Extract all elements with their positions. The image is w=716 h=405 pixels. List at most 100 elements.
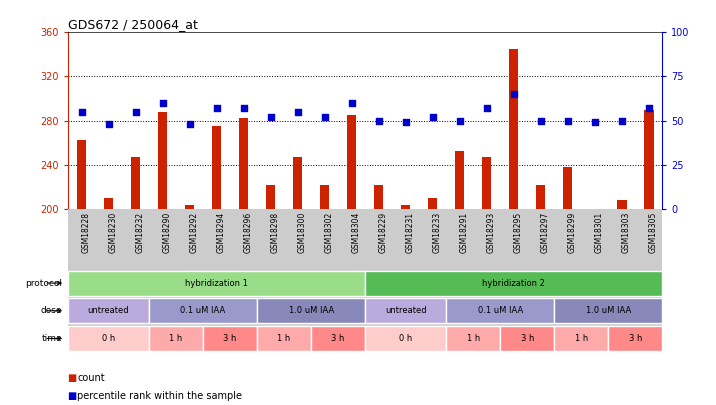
Text: GSM18297: GSM18297 [541,212,550,253]
Text: protocol: protocol [25,279,62,288]
Bar [347,115,357,209]
Text: 0.1 uM IAA: 0.1 uM IAA [180,306,226,315]
Point [211,105,223,111]
Bar [500,326,554,351]
Bar [563,167,573,209]
Point [103,121,115,127]
Text: GSM18233: GSM18233 [432,212,442,253]
Bar [68,326,149,351]
Text: GSM18294: GSM18294 [217,212,226,253]
Point [400,119,412,126]
Bar [374,185,383,209]
Bar [455,151,465,209]
Text: GSM18303: GSM18303 [621,212,631,253]
Text: GSM18305: GSM18305 [649,212,658,253]
Bar [509,49,518,209]
Point [319,114,330,120]
Point [616,117,627,124]
Bar [311,326,365,351]
Point [535,117,546,124]
Text: 3 h: 3 h [332,334,345,343]
Bar [68,298,149,323]
Bar [131,157,140,209]
Bar [104,198,113,209]
Text: hybridization 1: hybridization 1 [185,279,248,288]
Point [508,91,520,97]
Text: GSM18299: GSM18299 [568,212,577,253]
Text: 3 h: 3 h [629,334,642,343]
Text: ■: ■ [68,373,80,383]
Text: dose: dose [41,306,62,315]
Text: GDS672 / 250064_at: GDS672 / 250064_at [68,18,198,31]
Bar [554,298,662,323]
Point [481,105,493,111]
Bar [609,326,662,351]
Text: 1 h: 1 h [575,334,588,343]
Bar [365,271,662,296]
Text: GSM18229: GSM18229 [379,212,387,253]
Text: GSM18300: GSM18300 [298,212,306,253]
Point [643,105,654,111]
Bar [203,326,257,351]
Text: hybridization 2: hybridization 2 [483,279,545,288]
Bar [401,205,410,209]
Text: 1.0 uM IAA: 1.0 uM IAA [289,306,334,315]
Bar [428,198,437,209]
Text: GSM18298: GSM18298 [271,212,280,253]
Text: 1 h: 1 h [467,334,480,343]
Text: 0 h: 0 h [102,334,115,343]
Bar [365,326,446,351]
Text: GSM18292: GSM18292 [190,212,198,253]
Point [184,121,195,127]
Text: GSM18302: GSM18302 [324,212,334,253]
Text: GSM18304: GSM18304 [352,212,361,253]
Text: GSM18296: GSM18296 [243,212,253,253]
Text: untreated: untreated [88,306,130,315]
Bar [482,157,491,209]
Point [157,100,168,106]
Text: time: time [42,334,62,343]
Text: GSM18295: GSM18295 [514,212,523,253]
Text: GSM18293: GSM18293 [487,212,495,253]
Text: GSM18232: GSM18232 [135,212,145,253]
Point [265,114,276,120]
Text: 3 h: 3 h [223,334,237,343]
Text: GSM18230: GSM18230 [109,212,117,253]
Point [373,117,384,124]
Text: GSM18231: GSM18231 [406,212,415,253]
Bar [320,185,329,209]
Text: 1 h: 1 h [278,334,291,343]
Bar [239,118,248,209]
Text: GSM18301: GSM18301 [595,212,604,253]
Text: 1 h: 1 h [170,334,183,343]
Point [292,109,304,115]
Bar [257,298,365,323]
Bar [266,185,276,209]
Point [427,114,438,120]
Bar [617,200,626,209]
Text: 1.0 uM IAA: 1.0 uM IAA [586,306,631,315]
Text: count: count [77,373,105,383]
Point [76,109,87,115]
Text: untreated: untreated [385,306,427,315]
Bar [644,110,654,209]
Bar [158,112,168,209]
Point [346,100,357,106]
Bar [149,298,257,323]
Bar [257,326,311,351]
Bar [293,157,302,209]
Bar [77,141,86,209]
Bar [68,271,365,296]
Point [454,117,465,124]
Bar [149,326,203,351]
Point [238,105,249,111]
Bar [536,185,546,209]
Text: 3 h: 3 h [521,334,534,343]
Text: GSM18290: GSM18290 [163,212,172,253]
Text: 0.1 uM IAA: 0.1 uM IAA [478,306,523,315]
Text: GSM18291: GSM18291 [460,212,469,253]
Text: ■: ■ [68,391,80,401]
Bar [212,126,221,209]
Bar [554,326,609,351]
Text: 0 h: 0 h [399,334,412,343]
